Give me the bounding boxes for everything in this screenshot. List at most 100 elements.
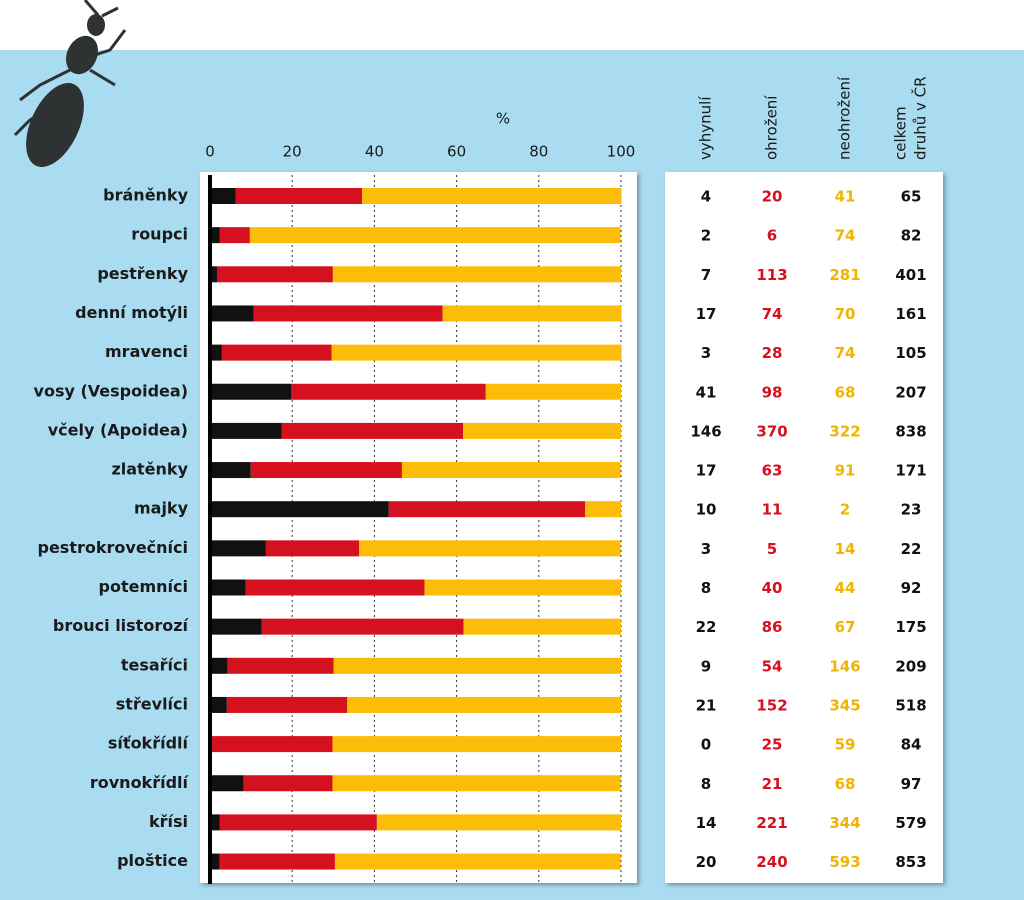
category-label: síťokřídlí <box>108 734 190 753</box>
bar-segment <box>333 657 621 674</box>
category-label: mravenci <box>105 342 188 361</box>
table-cell: 344 <box>829 814 860 832</box>
bar-segment <box>332 736 621 753</box>
bar-segment <box>210 266 217 283</box>
category-label: potemníci <box>99 577 188 596</box>
table-cell: 11 <box>762 501 783 519</box>
bar-segment <box>210 657 228 674</box>
table-cell: 209 <box>895 657 926 675</box>
category-label: pestřenky <box>97 264 188 283</box>
table-cell: 113 <box>756 266 787 284</box>
table-cell: 68 <box>835 383 856 401</box>
category-label: včely (Apoidea) <box>48 420 188 439</box>
x-tick-label: 60 <box>447 143 466 161</box>
bar-segment <box>243 775 333 792</box>
bar-segment <box>585 501 621 518</box>
bar-segment <box>210 188 236 204</box>
bar-segment <box>216 266 333 283</box>
table-cell: 23 <box>901 501 922 519</box>
bar-segment <box>210 344 222 361</box>
table-cell: 518 <box>895 696 926 714</box>
x-tick-label: 0 <box>205 143 215 161</box>
x-tick-label: 80 <box>529 143 548 161</box>
table-cell: 17 <box>696 462 717 480</box>
x-axis-label: % <box>496 110 510 128</box>
table-panel <box>665 172 943 883</box>
table-cell: 68 <box>835 775 856 793</box>
table-cell: 370 <box>756 422 787 440</box>
bar-segment <box>331 344 622 361</box>
table-cell: 2 <box>701 227 711 245</box>
table-cell: 41 <box>835 188 856 206</box>
table-cell: 20 <box>762 188 783 206</box>
bar-segment <box>210 305 254 322</box>
bar-segment <box>376 814 621 831</box>
bar-segment <box>227 657 334 674</box>
table-cell: 8 <box>701 579 711 597</box>
bar-segment <box>249 227 621 244</box>
bar-segment <box>401 462 621 479</box>
bar-segment <box>332 266 621 283</box>
table-cell: 161 <box>895 305 926 323</box>
table-cell: 322 <box>829 422 860 440</box>
category-label: křísi <box>149 812 188 831</box>
bar-segment <box>334 853 621 870</box>
table-cell: 63 <box>762 462 783 480</box>
bar-segment <box>210 618 262 635</box>
category-label: ploštice <box>117 851 188 870</box>
category-label: střevlíci <box>116 694 188 713</box>
table-cell: 7 <box>701 266 711 284</box>
table-cell: 2 <box>840 501 850 519</box>
table-cell: 146 <box>829 657 860 675</box>
table-cell: 74 <box>835 227 856 245</box>
bar-segment <box>210 227 220 244</box>
table-cell: 221 <box>756 814 787 832</box>
table-cell: 21 <box>696 696 717 714</box>
category-label: denní motýli <box>75 303 188 322</box>
x-tick-label: 100 <box>607 143 636 161</box>
bar-segment <box>265 540 360 557</box>
column-header: celkem <box>892 106 910 160</box>
table-cell: 3 <box>701 540 711 558</box>
category-label: bráněnky <box>103 186 188 205</box>
table-cell: 25 <box>762 736 783 754</box>
table-cell: 67 <box>835 618 856 636</box>
column-header: ohrožení <box>763 95 781 160</box>
table-cell: 22 <box>696 618 717 636</box>
table-cell: 74 <box>835 344 856 362</box>
table-cell: 59 <box>835 736 856 754</box>
table-cell: 65 <box>901 188 922 206</box>
table-cell: 345 <box>829 696 860 714</box>
bar-segment <box>253 305 443 322</box>
bar-segment <box>210 501 389 518</box>
table-cell: 853 <box>895 853 926 871</box>
table-cell: 3 <box>701 344 711 362</box>
table-cell: 54 <box>762 657 783 675</box>
bar-segment <box>347 696 621 713</box>
bar-segment <box>362 188 622 204</box>
table-cell: 91 <box>835 462 856 480</box>
table-cell: 70 <box>835 305 856 323</box>
bar-segment <box>210 775 244 792</box>
bar-segment <box>463 422 621 439</box>
table-cell: 105 <box>895 344 926 362</box>
plot-panel <box>200 172 637 883</box>
table-cell: 593 <box>829 853 860 871</box>
category-label: pestrokrovečníci <box>38 538 189 557</box>
bar-segment <box>210 540 266 557</box>
table-cell: 22 <box>901 540 922 558</box>
table-cell: 21 <box>762 775 783 793</box>
table-cell: 84 <box>901 736 922 754</box>
table-cell: 0 <box>701 736 711 754</box>
category-label: zlatěnky <box>111 460 188 479</box>
bar-segment <box>281 422 464 439</box>
table-cell: 281 <box>829 266 860 284</box>
table-cell: 86 <box>762 618 783 636</box>
bar-segment <box>210 383 292 400</box>
table-cell: 401 <box>895 266 926 284</box>
bar-segment <box>210 853 220 870</box>
bar-segment <box>210 422 282 439</box>
table-cell: 171 <box>895 462 926 480</box>
x-tick-label: 20 <box>283 143 302 161</box>
